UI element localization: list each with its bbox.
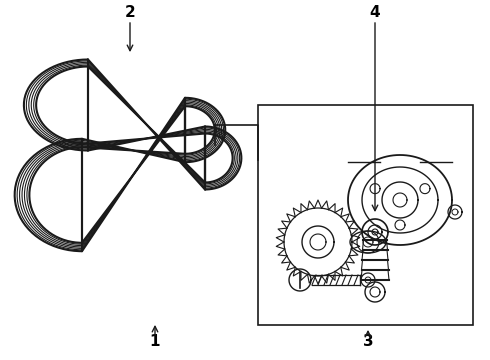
Text: 1: 1 [150, 334, 160, 350]
Text: 2: 2 [124, 5, 135, 19]
Text: 3: 3 [363, 334, 373, 350]
Bar [258, 105, 473, 325]
Text: 4: 4 [369, 5, 380, 19]
